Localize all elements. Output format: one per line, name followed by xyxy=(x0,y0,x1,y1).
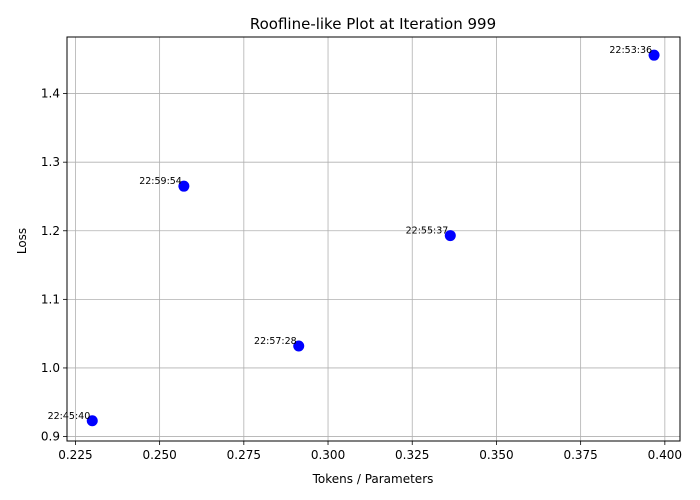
y-tick-label: 1.4 xyxy=(41,87,60,101)
data-point-label: 22:59:54 xyxy=(139,176,182,187)
y-axis-ticks: 0.9 1.0 1.1 1.2 1.3 1.4 xyxy=(41,87,67,444)
x-axis-ticks: 0.225 0.250 0.275 0.300 0.325 0.350 0.375 0.400 xyxy=(58,441,682,462)
grid xyxy=(67,37,680,441)
x-tick-label: 0.375 xyxy=(563,448,597,462)
data-point xyxy=(444,230,456,242)
y-axis-label: Loss xyxy=(15,228,29,254)
x-tick-label: 0.300 xyxy=(311,448,345,462)
x-tick-label: 0.325 xyxy=(395,448,429,462)
data-point xyxy=(178,180,190,192)
data-points: 22:45:40 22:59:54 22:57:28 22:55:37 22:53:36 xyxy=(48,45,660,427)
data-point-label: 22:45:40 xyxy=(48,411,91,422)
x-tick-label: 0.350 xyxy=(479,448,513,462)
y-tick-label: 1.1 xyxy=(41,292,60,306)
data-point xyxy=(648,49,660,61)
data-point-label: 22:55:37 xyxy=(406,226,449,237)
x-tick-label: 0.400 xyxy=(648,448,682,462)
x-tick-label: 0.250 xyxy=(142,448,176,462)
x-axis-label: Tokens / Parameters xyxy=(312,472,434,486)
data-point-label: 22:57:28 xyxy=(254,336,297,347)
plot-frame xyxy=(66,36,681,442)
y-tick-label: 0.9 xyxy=(41,430,60,444)
y-tick-label: 1.2 xyxy=(41,224,60,238)
data-point xyxy=(293,340,305,352)
chart-title: Roofline-like Plot at Iteration 999 xyxy=(250,15,496,33)
x-tick-label: 0.225 xyxy=(58,448,92,462)
data-point xyxy=(86,415,98,427)
y-tick-label: 1.3 xyxy=(41,155,60,169)
data-point-label: 22:53:36 xyxy=(609,45,652,56)
x-tick-label: 0.275 xyxy=(227,448,261,462)
y-tick-label: 1.0 xyxy=(41,361,60,375)
